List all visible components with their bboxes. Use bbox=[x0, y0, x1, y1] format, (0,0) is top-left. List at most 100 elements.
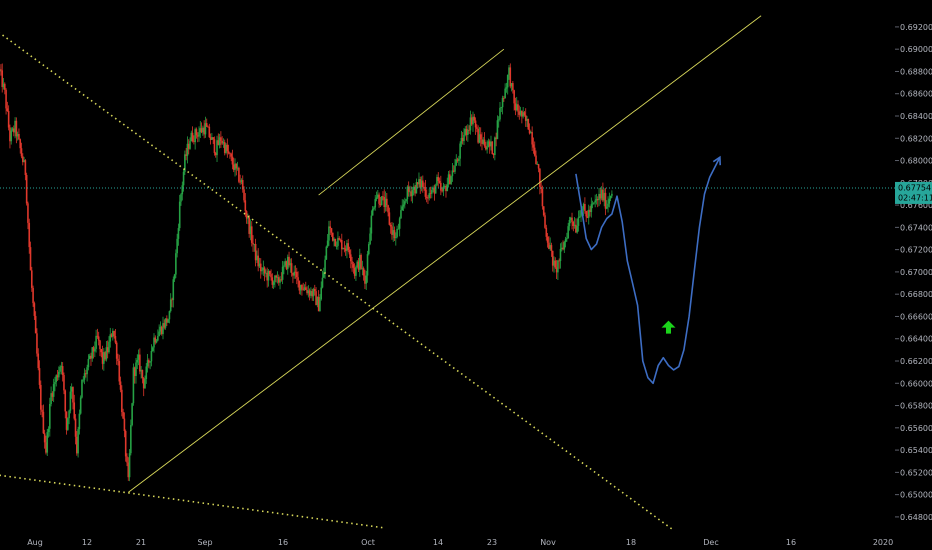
candle-body bbox=[317, 296, 320, 312]
candle-body bbox=[187, 143, 190, 149]
candle-body bbox=[590, 204, 593, 213]
price-scale[interactable]: 0.69200 0.69000 0.68800 0.68600 0.68400 0.682… bbox=[895, 23, 932, 522]
candle-body bbox=[569, 217, 572, 221]
candle-body bbox=[185, 154, 187, 156]
candle-body bbox=[81, 379, 83, 398]
candle-body bbox=[279, 279, 281, 283]
candle-body bbox=[362, 268, 365, 276]
candle-body bbox=[377, 194, 379, 198]
candle-body bbox=[221, 140, 223, 144]
candle-body bbox=[27, 203, 29, 223]
y-tick-label: 0.68600 bbox=[900, 90, 932, 99]
candle-body bbox=[485, 145, 487, 150]
candle-body bbox=[429, 193, 432, 195]
candle-body bbox=[252, 242, 254, 245]
candle-body bbox=[434, 185, 437, 194]
candle-body bbox=[524, 115, 527, 121]
candle-body bbox=[263, 267, 266, 274]
candle-body bbox=[301, 285, 303, 290]
candle-body bbox=[599, 193, 602, 199]
candle-body bbox=[256, 255, 258, 261]
y-tick-label: 0.65400 bbox=[900, 446, 932, 455]
candle-body bbox=[6, 108, 9, 112]
candle-body bbox=[342, 248, 344, 250]
candle-body bbox=[415, 182, 418, 194]
candle-body bbox=[512, 83, 514, 91]
candle-body bbox=[191, 132, 194, 142]
candle-body bbox=[286, 256, 289, 270]
candle-body bbox=[239, 181, 241, 183]
price-axis[interactable] bbox=[895, 0, 932, 550]
candle-body bbox=[127, 462, 130, 478]
candle-body bbox=[607, 203, 609, 207]
candle-body bbox=[275, 275, 277, 278]
candle-body bbox=[351, 261, 353, 265]
time-scale[interactable]: Aug 12 Sep 16 Oct 14 23 Nov 18 Dec 16 2020 21 bbox=[27, 538, 893, 547]
candle-body bbox=[198, 132, 200, 137]
candle-body bbox=[205, 123, 208, 127]
candle-body bbox=[379, 203, 382, 206]
support-trendline bbox=[0, 474, 386, 529]
candle-body bbox=[477, 128, 479, 143]
candle-body bbox=[222, 142, 225, 144]
candle-body bbox=[178, 201, 181, 229]
candle-body bbox=[216, 140, 218, 156]
candle-body bbox=[438, 180, 441, 183]
candle-body bbox=[603, 192, 605, 201]
y-tick-label: 0.66200 bbox=[900, 357, 932, 366]
candle-body bbox=[145, 366, 148, 379]
candle-body bbox=[526, 118, 528, 121]
candle-body bbox=[266, 272, 268, 281]
candle-body bbox=[491, 141, 494, 154]
x-tick-label: 2020 bbox=[873, 538, 893, 547]
candle-body bbox=[447, 174, 450, 185]
candle-body bbox=[40, 384, 42, 410]
candle-body bbox=[460, 137, 463, 144]
candle-body bbox=[9, 127, 11, 142]
candle-body bbox=[131, 403, 133, 426]
candle-body bbox=[41, 409, 43, 412]
candle-body bbox=[326, 240, 329, 247]
candle-body bbox=[566, 238, 568, 240]
candle-body bbox=[476, 127, 478, 129]
candle-body bbox=[49, 403, 51, 429]
candle-body bbox=[271, 277, 274, 285]
candle-body bbox=[63, 375, 65, 391]
candle-body bbox=[29, 247, 32, 271]
candle-body bbox=[587, 209, 590, 218]
candle-body bbox=[541, 189, 544, 207]
candle-body bbox=[459, 143, 461, 159]
candle-body bbox=[181, 185, 184, 195]
candle-body bbox=[70, 387, 73, 392]
candle-body bbox=[204, 123, 207, 135]
y-tick-label: 0.66600 bbox=[900, 312, 932, 321]
candle-body bbox=[586, 216, 589, 218]
candle-body bbox=[171, 299, 173, 301]
x-tick-label: 18 bbox=[626, 538, 636, 547]
candle-body bbox=[308, 290, 311, 296]
candle-body bbox=[225, 144, 227, 153]
candle-body bbox=[373, 207, 375, 210]
candle-body bbox=[352, 264, 355, 268]
candle-body bbox=[113, 331, 115, 337]
candle-body bbox=[554, 260, 557, 268]
candle-body bbox=[253, 243, 256, 245]
y-tick-label: 0.68400 bbox=[900, 112, 932, 121]
y-tick-label: 0.66400 bbox=[900, 335, 932, 344]
candle-body bbox=[474, 120, 477, 128]
x-tick-label: 21 bbox=[136, 538, 146, 547]
candle-body bbox=[339, 239, 342, 241]
candle-body bbox=[238, 167, 240, 182]
candle-body bbox=[591, 203, 594, 205]
candle-body bbox=[545, 227, 548, 237]
candle-body bbox=[567, 226, 569, 239]
candle-body bbox=[11, 128, 14, 131]
candle-body bbox=[316, 296, 319, 306]
candle-body bbox=[548, 242, 550, 249]
candle-body bbox=[153, 337, 155, 348]
candle-body bbox=[155, 340, 158, 343]
candle-body bbox=[483, 139, 486, 146]
candle-body bbox=[531, 132, 533, 145]
candle-body bbox=[294, 271, 297, 273]
